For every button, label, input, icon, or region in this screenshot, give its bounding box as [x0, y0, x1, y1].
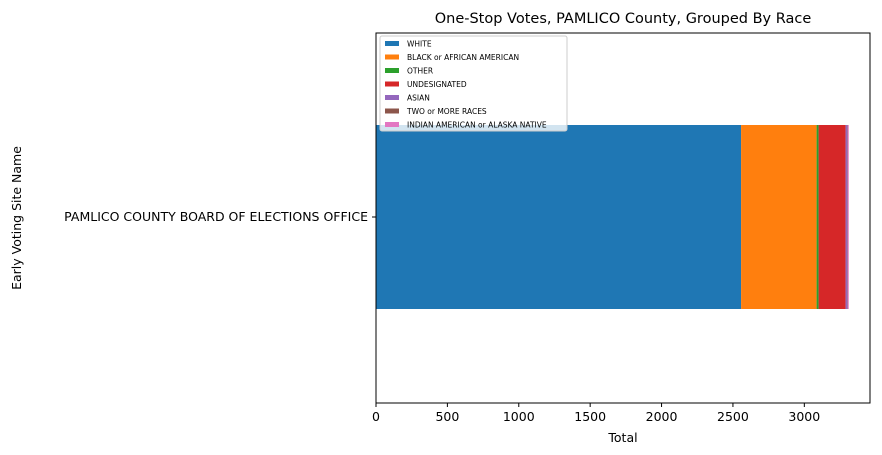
- bar-segment-black-or-african-american: [741, 125, 817, 309]
- legend-label: BLACK or AFRICAN AMERICAN: [407, 53, 519, 62]
- y-axis-ticks: PAMLICO COUNTY BOARD OF ELECTIONS OFFICE: [64, 209, 376, 224]
- legend-label: TWO or MORE RACES: [406, 107, 487, 116]
- legend-box: [379, 35, 568, 132]
- legend-label: WHITE: [407, 40, 432, 49]
- legend-swatch: [385, 41, 399, 46]
- legend-swatch: [385, 54, 399, 60]
- legend-label: OTHER: [407, 67, 433, 76]
- plot-frame: [375, 32, 871, 404]
- x-tick-label: 1000: [503, 409, 535, 424]
- bar-group: [376, 125, 849, 309]
- legend-swatch: [385, 122, 399, 127]
- x-tick-label: 0: [372, 409, 380, 424]
- bar-segment-asian: [845, 125, 848, 309]
- x-tick-label: 3000: [788, 409, 820, 424]
- x-tick-label: 2000: [646, 409, 678, 424]
- legend-swatch: [385, 95, 399, 100]
- y-tick-label: PAMLICO COUNTY BOARD OF ELECTIONS OFFICE: [64, 209, 368, 224]
- legend-items: WHITE BLACK or AFRICAN AMERICAN OTHER UNDES…: [385, 40, 547, 130]
- chart-title: One-Stop Votes, PAMLICO County, Grouped …: [435, 11, 812, 27]
- x-axis-ticks: 0 500 1000 1500 2000 2500 3000: [372, 403, 820, 424]
- legend-swatch: [385, 81, 399, 87]
- legend: WHITE BLACK or AFRICAN AMERICAN OTHER UNDES…: [379, 35, 568, 132]
- bar-segment-undesignated: [818, 125, 846, 309]
- legend-swatch: [385, 68, 399, 73]
- y-axis-label: Early Voting Site Name: [9, 146, 24, 290]
- legend-swatch: [385, 108, 399, 114]
- x-tick-label: 500: [435, 409, 459, 424]
- legend-label: UNDESIGNATED: [407, 80, 467, 89]
- x-axis-label: Total: [607, 430, 637, 445]
- bar-segment-other: [816, 125, 819, 309]
- x-tick-label: 1500: [574, 409, 606, 424]
- bar-segment-indian-american-or-alaska-native: [847, 125, 849, 309]
- legend-label: INDIAN AMERICAN or ALASKA NATIVE: [407, 121, 547, 130]
- legend-label: ASIAN: [407, 94, 430, 103]
- bar-segment-white: [376, 125, 742, 309]
- x-tick-label: 2500: [717, 409, 749, 424]
